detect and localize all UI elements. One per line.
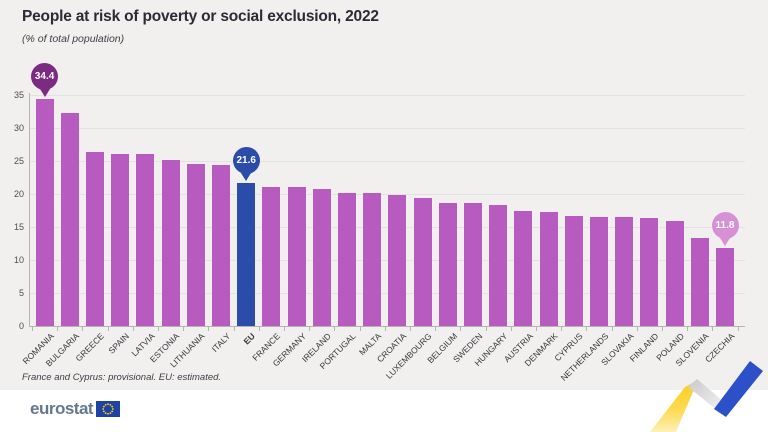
x-axis-tickmark — [132, 327, 134, 331]
bar-chart: 0 5 10 15 20 25 30 35 ROMANIA BULGARIA GREECE SPAIN… — [13, 62, 745, 383]
x-axis-tickmark — [586, 327, 588, 331]
gridline-20 — [29, 194, 745, 195]
y-axis-tick-10: 10 — [13, 255, 24, 265]
bar-poland — [665, 221, 684, 326]
eurostat-logo: eurostat — [30, 399, 121, 419]
x-axis-tickmark — [561, 327, 563, 331]
y-axis-tick-0: 0 — [18, 321, 24, 331]
bar-malta — [363, 193, 382, 326]
x-axis-tickmark — [233, 327, 235, 331]
bar-netherlands — [590, 217, 608, 326]
bar-bulgaria — [60, 113, 79, 326]
bar-italy — [212, 164, 230, 326]
callout-tail-czechia — [720, 238, 730, 247]
bar-lithuania — [186, 163, 205, 326]
bar-czechia — [716, 248, 734, 326]
eurostat-logo-text: eurostat — [30, 399, 94, 418]
bar-france — [262, 186, 281, 326]
gridline-10 — [29, 260, 745, 261]
x-axis-tickmark — [687, 327, 689, 331]
x-axis-tickmark — [435, 327, 437, 331]
y-axis-tick-15: 15 — [13, 222, 24, 232]
x-axis-tickmark — [208, 327, 210, 331]
x-axis-tickmark — [662, 327, 663, 331]
bar-croatia — [388, 194, 407, 326]
bar-slovenia — [690, 238, 709, 326]
chart-title: People at risk of poverty or social excl… — [22, 8, 379, 25]
x-axis-tickmark — [384, 327, 386, 331]
x-axis-label-italy: ITALY — [209, 331, 233, 354]
x-axis-tickmark — [536, 327, 537, 331]
y-axis-tick-5: 5 — [18, 288, 24, 298]
bar-estonia — [161, 159, 180, 326]
gridline-35 — [29, 95, 745, 96]
value-callout-czechia: 11.8 — [711, 212, 739, 240]
x-axis-tickmark — [183, 327, 185, 331]
y-axis-tick-25: 25 — [13, 156, 24, 166]
bar-spain — [111, 154, 130, 326]
bar-eu — [237, 183, 256, 326]
x-axis-tickmark — [334, 327, 336, 331]
x-axis-tickmark — [712, 327, 714, 331]
x-axis-label-eu: EU — [241, 331, 258, 347]
x-axis-tickmark — [611, 327, 613, 331]
bar-belgium — [438, 202, 457, 326]
x-axis-line — [29, 326, 745, 327]
gridline-25 — [29, 161, 745, 162]
footer-bar: eurostat — [0, 390, 768, 432]
eu-flag-icon — [96, 401, 121, 417]
x-axis-tickmark — [32, 327, 33, 331]
bar-slovakia — [615, 217, 634, 326]
bar-austria — [514, 210, 533, 326]
x-axis-tickmark — [510, 327, 512, 331]
x-axis-tickmark — [485, 327, 487, 331]
callout-tail-eu — [241, 173, 252, 182]
value-callout-eu: 21.6 — [232, 147, 260, 175]
x-axis-tickmark — [57, 327, 59, 331]
footnote: France and Cyprus: provisional. EU: esti… — [22, 372, 222, 383]
bar-romania — [35, 98, 54, 326]
x-axis-tickmark — [158, 327, 159, 331]
x-axis-tickmark — [460, 327, 462, 331]
bar-finland — [640, 218, 659, 326]
x-axis-tickmark — [737, 327, 739, 331]
x-axis-tickmark — [309, 327, 311, 331]
x-axis-label-spain: SPAIN — [106, 331, 132, 356]
gridline-5 — [29, 293, 745, 294]
x-axis-tickmark — [258, 327, 260, 331]
value-callout-romania: 34.4 — [31, 62, 59, 90]
eu-flag-stars — [102, 403, 114, 415]
bar-portugal — [338, 193, 356, 326]
bar-greece — [86, 152, 104, 326]
x-axis-tickmark — [359, 327, 361, 331]
x-axis-tickmark — [107, 327, 109, 331]
chart-subtitle: (% of total population) — [22, 33, 125, 45]
gridline-30 — [29, 128, 745, 129]
chart-panel: People at risk of poverty or social excl… — [0, 0, 768, 390]
bar-cyprus — [564, 215, 583, 326]
x-axis-tickmark — [284, 327, 285, 331]
x-axis-tickmark — [410, 327, 411, 331]
gridline-15 — [29, 227, 745, 228]
bar-latvia — [136, 154, 155, 326]
y-axis-line — [29, 93, 30, 327]
bar-luxembourg — [413, 197, 432, 326]
bar-hungary — [489, 204, 508, 326]
x-axis-tickmark — [636, 327, 638, 331]
bar-sweden — [464, 203, 482, 326]
y-axis-tick-35: 35 — [13, 90, 24, 100]
y-axis-tick-30: 30 — [13, 123, 24, 133]
callout-tail-romania — [39, 88, 50, 97]
bar-denmark — [539, 212, 558, 326]
x-axis-tickmark — [82, 327, 84, 331]
bar-ireland — [312, 189, 331, 326]
y-axis-tick-20: 20 — [13, 189, 24, 199]
bar-germany — [287, 186, 306, 326]
